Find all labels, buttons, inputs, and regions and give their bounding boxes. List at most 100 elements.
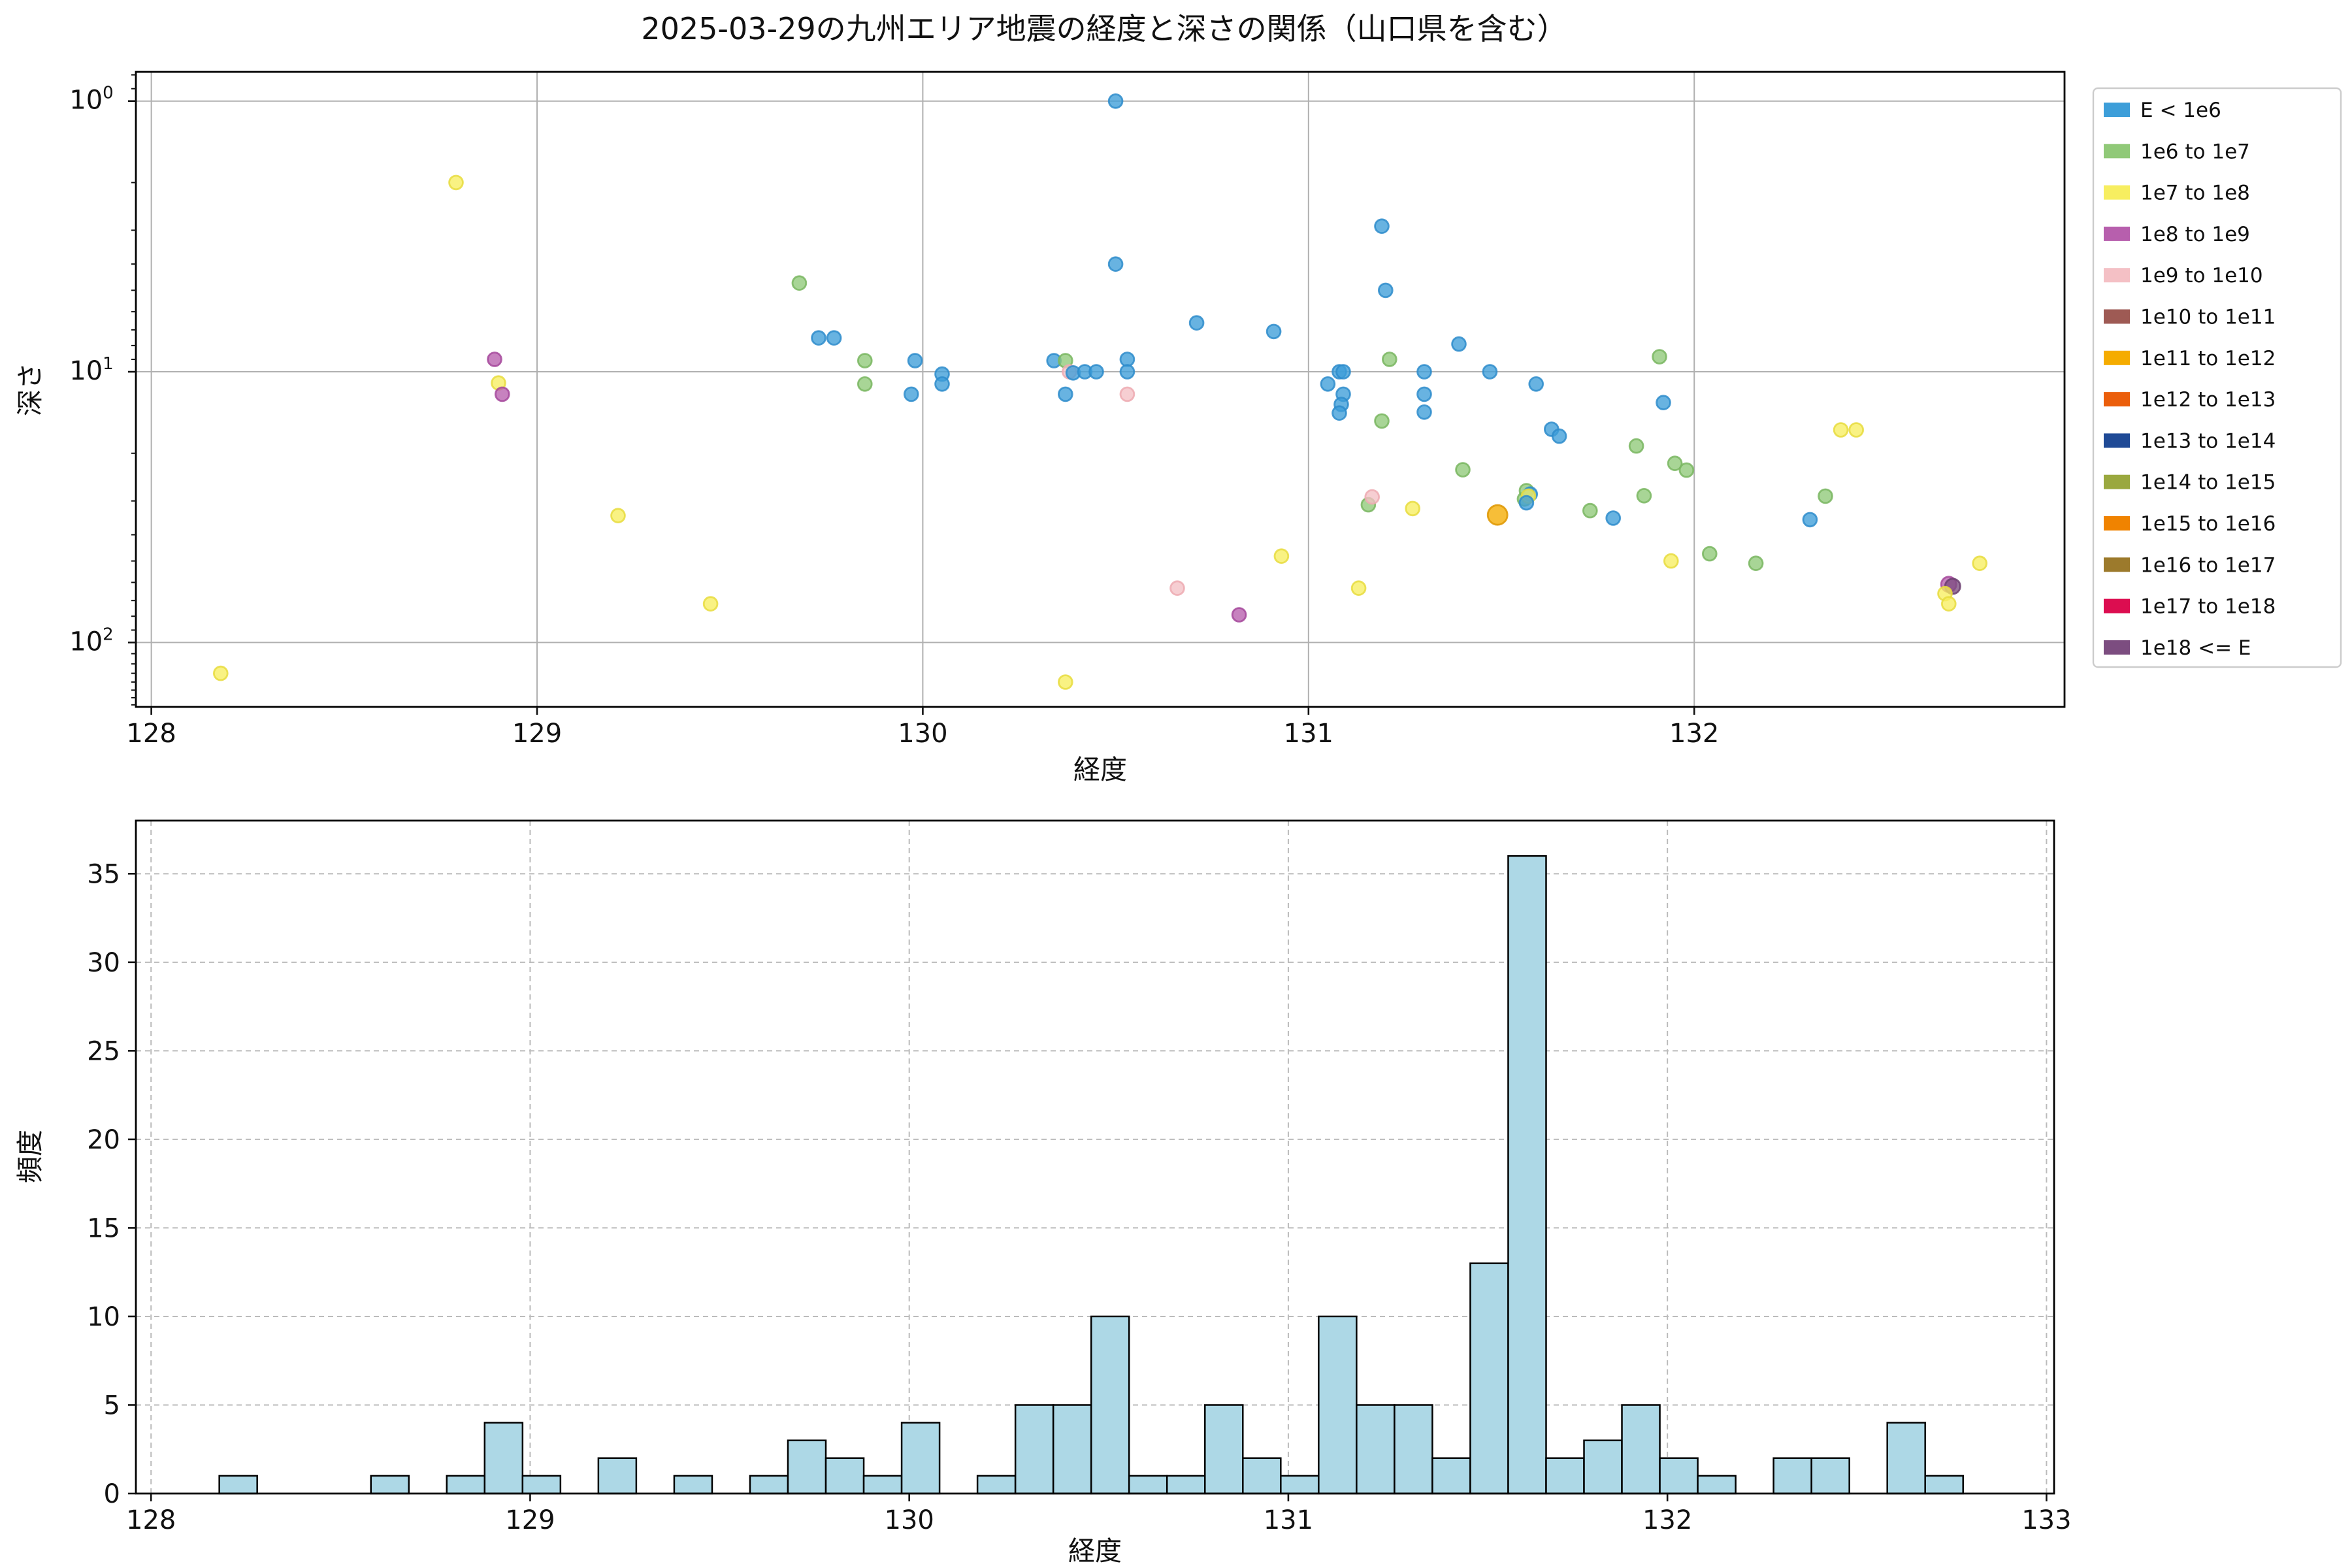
scatter-point	[448, 174, 464, 191]
scatter-point	[1374, 218, 1390, 235]
hist-bar	[1166, 1475, 1206, 1495]
hist-xaxis-label: 経度	[1068, 1535, 1122, 1567]
scatter-point	[1656, 395, 1671, 410]
scatter-point	[1335, 364, 1351, 380]
scatter-point	[1663, 553, 1679, 569]
scatter-point	[1405, 500, 1421, 517]
legend-swatch	[2104, 640, 2130, 655]
legend-label: 1e10 to 1e11	[2140, 306, 2276, 329]
hist-bar	[1810, 1457, 1850, 1495]
scatter-gridlines	[136, 72, 2065, 707]
scatter-point	[857, 376, 873, 392]
scatter-point	[1818, 488, 1833, 504]
hist-bar	[1469, 1262, 1509, 1495]
scatter-point	[1350, 580, 1367, 596]
legend-label: 1e13 to 1e14	[2140, 429, 2276, 453]
legend-item: 1e7 to 1e8	[2104, 182, 2250, 205]
scatter-point	[702, 596, 719, 612]
scatter-ticks: 128 129 130 131 132 100 101 102	[69, 74, 1719, 749]
legend-item: 1e15 to 1e16	[2104, 512, 2276, 536]
legend-label: 1e6 to 1e7	[2140, 140, 2250, 163]
hist-bar	[1052, 1404, 1092, 1495]
scatter-point	[1416, 386, 1432, 402]
hist-bar	[1128, 1475, 1168, 1495]
legend-swatch	[2104, 598, 2130, 613]
hist-bar	[1772, 1457, 1812, 1495]
hist-bar	[1697, 1475, 1737, 1495]
legend-label: 1e12 to 1e13	[2140, 388, 2276, 412]
hist-bar	[521, 1475, 562, 1495]
hist-bar	[862, 1475, 903, 1495]
scatter-point	[1605, 510, 1622, 526]
scatter-point	[1231, 607, 1247, 623]
hist-ytick-label: 25	[87, 1036, 120, 1066]
scatter-point	[1636, 487, 1652, 504]
scatter-point	[1528, 376, 1544, 392]
hist-bar	[1090, 1315, 1130, 1495]
legend-label: 1e7 to 1e8	[2140, 182, 2250, 205]
hist-xtick-label: 128	[126, 1505, 176, 1535]
hist-bar	[1242, 1457, 1282, 1495]
scatter-xtick-label: 129	[512, 719, 562, 749]
hist-ytick-label: 10	[87, 1302, 120, 1332]
hist-ytick-label: 20	[87, 1125, 120, 1155]
legend-swatch	[2104, 309, 2130, 324]
hist-bar	[749, 1475, 789, 1495]
scatter-point	[811, 330, 826, 346]
hist-bar	[1507, 855, 1547, 1495]
scatter-axes-frame	[135, 71, 2066, 708]
scatter-point	[1088, 364, 1104, 380]
hist-bar	[976, 1475, 1017, 1495]
scatter-point	[1364, 489, 1380, 505]
scatter-point	[1551, 428, 1567, 444]
legend-item: 1e13 to 1e14	[2104, 429, 2276, 453]
scatter-point	[1382, 351, 1397, 367]
scatter-point	[1652, 349, 1667, 365]
legend: E < 1e6 1e6 to 1e7 1e7 to 1e8 1e8 to 1e9 1e9…	[2092, 87, 2342, 668]
legend-label: 1e8 to 1e9	[2140, 223, 2250, 246]
legend-swatch	[2104, 226, 2130, 241]
scatter-point	[1678, 462, 1695, 478]
hist-xtick-label: 133	[2021, 1505, 2071, 1535]
legend-swatch	[2104, 103, 2130, 117]
hist-bar	[1014, 1404, 1054, 1495]
legend-item: 1e6 to 1e7	[2104, 140, 2250, 163]
scatter-point	[1119, 364, 1135, 380]
hist-xtick-label: 131	[1264, 1505, 1313, 1535]
legend-swatch	[2104, 433, 2130, 448]
scatter-point	[1748, 555, 1764, 571]
scatter-point	[1058, 674, 1073, 690]
scatter-point	[1482, 364, 1498, 380]
scatter-point	[1451, 336, 1467, 352]
legend-label: 1e11 to 1e12	[2140, 347, 2276, 370]
legend-swatch	[2104, 144, 2130, 159]
hist-bar	[1583, 1439, 1623, 1495]
scatter-point	[1169, 580, 1185, 596]
legend-label: 1e9 to 1e10	[2140, 264, 2263, 287]
hist-gridlines	[136, 821, 2054, 1494]
scatter-xtick-label: 130	[898, 719, 947, 749]
legend-item: 1e9 to 1e10	[2104, 264, 2263, 287]
hist-xtick-label: 129	[505, 1505, 555, 1535]
scatter-point	[1107, 93, 1124, 109]
legend-item: 1e14 to 1e15	[2104, 471, 2276, 495]
legend-swatch	[2104, 516, 2130, 531]
legend-item: 1e8 to 1e9	[2104, 223, 2250, 246]
hist-bar	[825, 1457, 865, 1495]
scatter-point	[826, 330, 842, 346]
scatter-point	[1378, 282, 1394, 299]
legend-item: E < 1e6	[2104, 99, 2221, 122]
legend-label: 1e14 to 1e15	[2140, 471, 2276, 495]
legend-label: 1e16 to 1e17	[2140, 553, 2276, 577]
hist-bar	[1318, 1315, 1358, 1495]
scatter-point	[934, 376, 950, 392]
scatter-xtick-label: 131	[1284, 719, 1333, 749]
figure-title: 2025-03-29の九州エリア地震の経度と深さの関係（山口県を含む）	[641, 11, 1567, 46]
scatter-point	[1582, 502, 1598, 519]
legend-swatch	[2104, 474, 2130, 489]
hist-ytick-label: 30	[87, 948, 120, 978]
hist-bar	[597, 1457, 638, 1495]
hist-ytick-label: 5	[104, 1390, 120, 1420]
scatter-point	[1702, 546, 1718, 562]
scatter-ytick-label: 102	[69, 625, 113, 657]
